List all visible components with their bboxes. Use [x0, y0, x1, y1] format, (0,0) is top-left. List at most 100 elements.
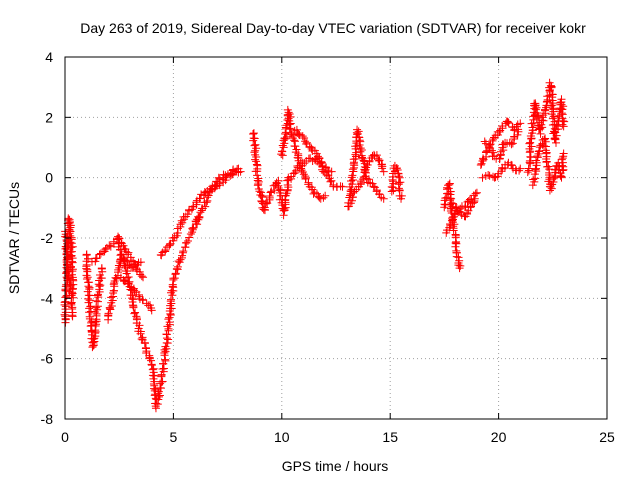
- data-point-marker: [152, 399, 161, 408]
- data-point-marker: [529, 175, 538, 184]
- axis-ticks: [64, 56, 608, 420]
- data-point-marker: [485, 171, 494, 180]
- x-tick-labels: 0 5 10 15 20 25: [61, 429, 615, 445]
- data-point-marker: [168, 280, 177, 289]
- x-tick-label: 10: [274, 429, 290, 445]
- data-point-marker: [452, 252, 461, 261]
- data-point-marker: [119, 256, 128, 265]
- data-point-marker: [93, 305, 102, 314]
- data-point-marker: [504, 119, 513, 128]
- data-point-marker: [215, 175, 224, 184]
- data-point-marker: [363, 161, 372, 170]
- data-point-marker: [293, 128, 302, 137]
- data-point-marker: [164, 335, 173, 344]
- data-point-marker: [552, 138, 561, 147]
- data-point-marker: [139, 273, 148, 282]
- data-point-marker: [67, 243, 76, 252]
- data-point-marker: [557, 172, 566, 181]
- data-point-marker: [129, 303, 138, 312]
- data-point-marker: [318, 162, 327, 171]
- data-point-marker: [359, 173, 368, 182]
- data-point-marker: [484, 170, 493, 179]
- data-point-marker: [356, 177, 365, 186]
- data-point-marker: [455, 207, 464, 216]
- data-point-marker: [105, 303, 114, 312]
- data-point-marker: [82, 274, 91, 283]
- data-point-marker: [194, 213, 203, 222]
- data-point-marker: [353, 125, 362, 134]
- data-point-marker: [524, 164, 533, 173]
- data-point-marker: [124, 279, 133, 288]
- data-markers: [60, 78, 569, 413]
- data-point-marker: [147, 306, 156, 315]
- data-point-marker: [545, 85, 554, 94]
- data-point-marker: [185, 233, 194, 242]
- data-point-marker: [101, 245, 110, 254]
- data-point-marker: [66, 283, 75, 292]
- data-point-marker: [165, 241, 174, 250]
- data-point-marker: [84, 298, 93, 307]
- data-point-marker: [488, 136, 497, 145]
- data-point-marker: [158, 377, 167, 386]
- data-point-marker: [499, 140, 508, 149]
- data-point-marker: [179, 247, 188, 256]
- data-point-marker: [543, 162, 552, 171]
- data-point-marker: [92, 296, 101, 305]
- data-point-marker: [374, 154, 383, 163]
- data-point-marker: [397, 194, 406, 203]
- x-tick-label: 15: [382, 429, 398, 445]
- data-point-marker: [279, 136, 288, 145]
- data-point-marker: [206, 187, 215, 196]
- data-point-marker: [183, 210, 192, 219]
- x-tick-label: 20: [491, 429, 507, 445]
- data-point-marker: [161, 342, 170, 351]
- data-point-marker: [545, 78, 554, 87]
- data-point-marker: [356, 147, 365, 156]
- data-point-marker: [484, 142, 493, 151]
- data-point-marker: [510, 132, 519, 141]
- data-point-marker: [135, 321, 144, 330]
- data-point-marker: [104, 309, 113, 318]
- data-point-marker: [558, 120, 567, 129]
- data-point-marker: [97, 264, 106, 273]
- data-point-marker: [377, 160, 386, 169]
- data-point-marker: [528, 123, 537, 132]
- data-point-marker: [178, 218, 187, 227]
- data-point-marker: [204, 191, 213, 200]
- data-point-marker: [323, 166, 332, 175]
- data-point-marker: [299, 170, 308, 179]
- data-point-marker: [447, 198, 456, 207]
- data-point-marker: [290, 168, 299, 177]
- data-point-marker: [379, 194, 388, 203]
- data-point-marker: [451, 242, 460, 251]
- data-point-marker: [183, 237, 192, 246]
- data-point-marker: [553, 112, 562, 121]
- data-point-marker: [283, 180, 292, 189]
- y-tick-label: -8: [41, 411, 54, 427]
- data-point-marker: [147, 356, 156, 365]
- data-point-marker: [96, 249, 105, 258]
- data-point-marker: [62, 250, 71, 259]
- data-point-marker: [136, 258, 145, 267]
- y-tick-label: -6: [41, 351, 54, 367]
- data-point-marker: [191, 217, 200, 226]
- data-point-marker: [378, 164, 387, 173]
- grid-lines: [65, 57, 607, 419]
- data-point-marker: [471, 189, 480, 198]
- data-point-marker: [167, 286, 176, 295]
- data-point-marker: [350, 187, 359, 196]
- data-point-marker: [466, 203, 475, 212]
- data-point-marker: [489, 148, 498, 157]
- x-axis-label: GPS time / hours: [282, 458, 389, 474]
- data-point-marker: [234, 164, 243, 173]
- data-point-marker: [131, 308, 140, 317]
- data-point-marker: [545, 186, 554, 195]
- data-point-marker: [68, 312, 77, 321]
- data-point-marker: [531, 164, 540, 173]
- data-point-marker: [192, 198, 201, 207]
- data-point-marker: [142, 299, 151, 308]
- data-point-marker: [531, 105, 540, 114]
- data-point-marker: [480, 137, 489, 146]
- data-point-marker: [445, 179, 454, 188]
- data-point-marker: [265, 191, 274, 200]
